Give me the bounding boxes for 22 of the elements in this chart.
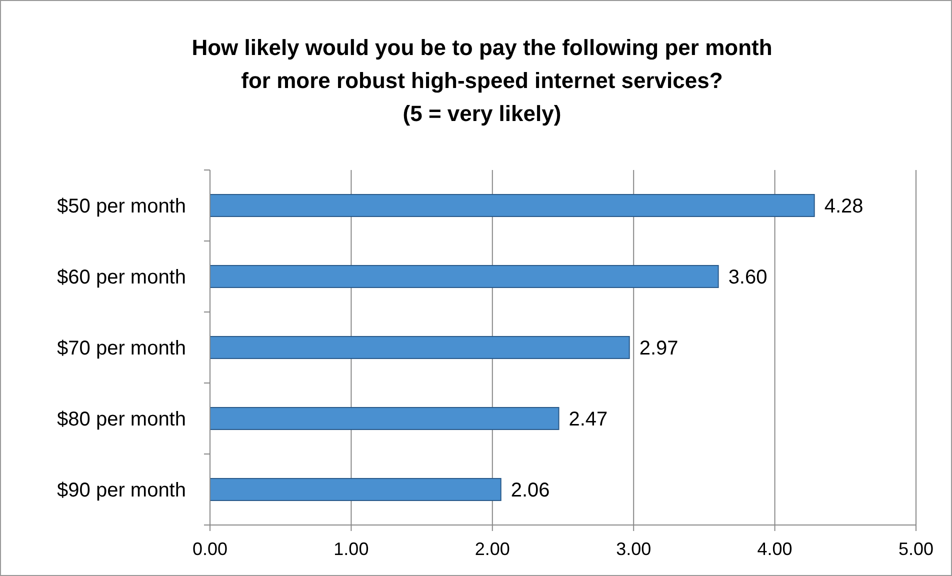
x-tick-label: 5.00	[898, 539, 934, 559]
x-tick-label: 1.00	[334, 539, 369, 559]
bar	[210, 194, 815, 218]
x-tick-label: 4.00	[757, 539, 792, 559]
data-label: 2.47	[568, 408, 608, 430]
bar	[210, 478, 502, 502]
data-label: 2.06	[510, 480, 550, 502]
y-tick-label: $50 per month	[57, 196, 186, 218]
y-tick-label: $70 per month	[57, 338, 186, 360]
x-tick-label: 3.00	[616, 539, 652, 559]
data-label: 4.28	[824, 196, 864, 218]
y-tick-label: $60 per month	[57, 266, 186, 288]
chart-title: How likely would you be to pay the following per month for more robust high-speed internet services? (5 = very likely)	[192, 35, 772, 126]
data-label: 3.60	[728, 266, 768, 288]
bar	[210, 406, 560, 430]
x-tick-label: 0.00	[192, 539, 228, 559]
y-tick-label: $80 per month	[57, 408, 186, 430]
bar	[210, 264, 719, 288]
data-label: 2.97	[639, 338, 678, 360]
x-tick-label: 2.00	[474, 539, 510, 559]
y-tick-label: $90 per month	[57, 480, 186, 502]
bar	[210, 336, 630, 360]
